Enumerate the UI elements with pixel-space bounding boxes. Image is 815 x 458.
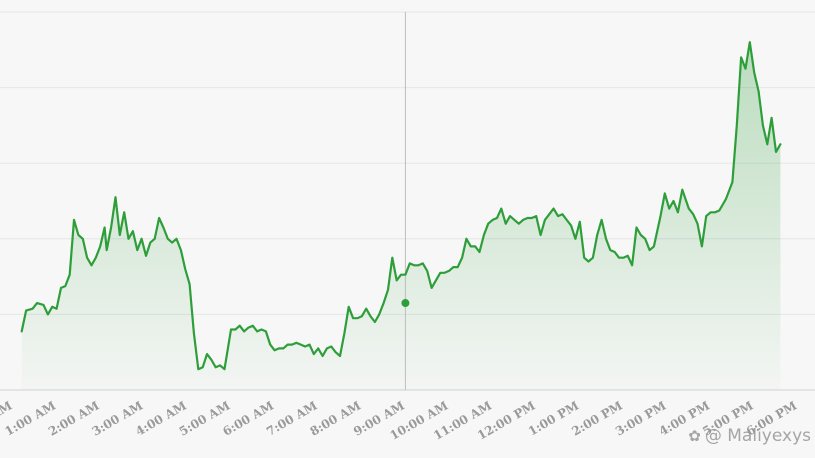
- series-area: [21, 42, 781, 390]
- watermark-text: @ Maliyexys: [704, 426, 811, 446]
- watermark: ✿ @ Maliyexys: [688, 426, 811, 446]
- series-line: [20, 41, 782, 371]
- area-layer: [21, 42, 781, 390]
- paw-icon: ✿: [688, 427, 701, 445]
- marker-layer: [401, 299, 410, 308]
- x-axis-ticks: 12:00 AM1:00 AM2:00 AM3:00 AM4:00 AM5:00…: [0, 398, 799, 442]
- hover-marker[interactable]: [401, 299, 410, 308]
- line-layer: [20, 41, 782, 371]
